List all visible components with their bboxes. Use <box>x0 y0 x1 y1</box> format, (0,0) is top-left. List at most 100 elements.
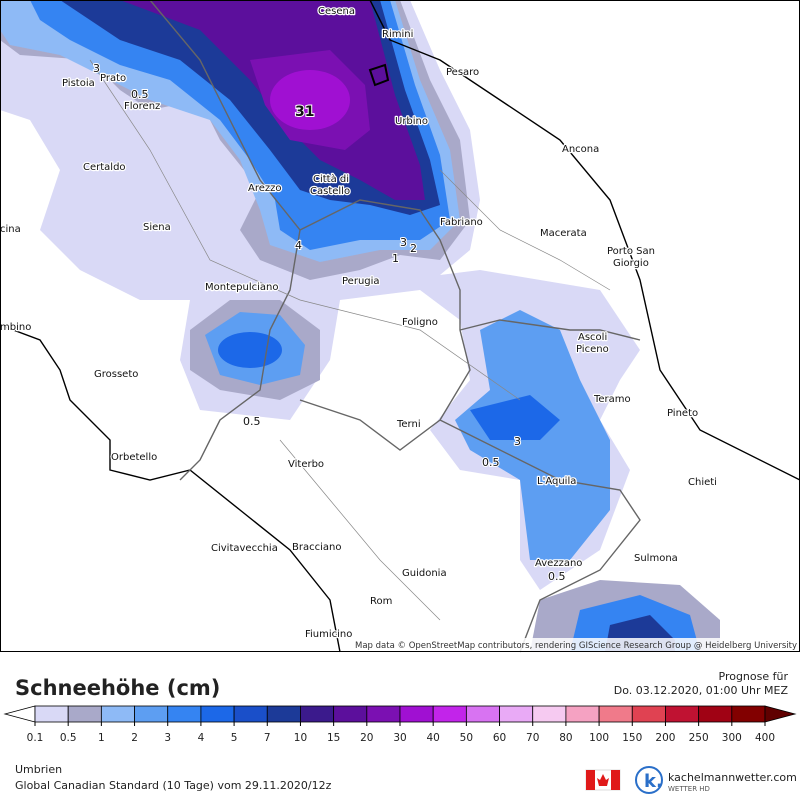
city-label: Guidonia <box>402 568 447 579</box>
brand-logo-letter: k. <box>644 771 663 792</box>
city-label: Ancona <box>562 144 599 155</box>
model-info: Global Canadian Standard (10 Tage) vom 2… <box>15 779 332 792</box>
city-label: L'Aquila <box>537 476 576 487</box>
city-label: Città di <box>313 173 349 185</box>
legend-tick-label: 400 <box>755 732 775 744</box>
legend-tick-label: 40 <box>426 732 439 744</box>
san-marino <box>368 63 390 87</box>
contour-label: 4 <box>295 239 302 252</box>
city-label: Pistoia <box>62 78 95 89</box>
legend-swatch <box>67 705 102 723</box>
city-label: Cesena <box>318 6 355 17</box>
legend-swatch <box>665 705 700 723</box>
legend-swatch <box>366 705 401 723</box>
legend-swatch <box>532 705 567 723</box>
city-label: Ascoli <box>578 332 607 343</box>
legend-swatch <box>731 705 766 723</box>
road <box>279 439 441 621</box>
legend-swatch <box>300 705 335 723</box>
contour-label: 3 <box>93 62 100 75</box>
legend-swatch <box>100 705 135 723</box>
brand-subtitle: WETTER HD <box>668 785 710 793</box>
city-label: Fabriano <box>440 217 483 228</box>
city-label: Sulmona <box>634 553 678 564</box>
brand-name: kachelmannwetter.com <box>668 771 797 784</box>
legend-tick-label: 60 <box>493 732 506 744</box>
legend-swatch <box>233 705 268 723</box>
legend-swatch <box>598 705 633 723</box>
legend-tick-label: 2 <box>131 732 138 744</box>
forecast-time: Do. 03.12.2020, 01:00 Uhr MEZ <box>614 684 789 697</box>
legend-swatch <box>631 705 666 723</box>
region-border <box>459 319 641 341</box>
contour-labels: 31 3 0.5 4 3 2 1 0.5 3 0.5 0.5 <box>92 61 567 584</box>
legend-swatch <box>565 705 600 723</box>
contour-label: 31 <box>295 104 314 120</box>
city-label: Urbino <box>395 116 428 127</box>
city-label: Prato <box>100 73 126 84</box>
legend-arrow <box>764 705 797 723</box>
legend-tick-label: 1 <box>98 732 105 744</box>
legend-tick-label: 50 <box>460 732 473 744</box>
city-label: Avezzano <box>535 558 582 569</box>
legend-tick-label: 3 <box>164 732 171 744</box>
legend-tick-label: 5 <box>231 732 238 744</box>
coastline <box>369 0 800 481</box>
legend-tick-label: 80 <box>559 732 572 744</box>
legend-tick-label: 100 <box>589 732 609 744</box>
map: Cesena Rimini Pesaro Prato Pistoia Flore… <box>0 0 800 653</box>
road <box>439 169 611 291</box>
city-label: Castello <box>310 186 350 197</box>
contour-label: 0.5 <box>548 570 566 583</box>
contour-label: 3 <box>514 435 521 448</box>
region-border <box>439 419 641 653</box>
city-label: Chieti <box>688 477 717 488</box>
legend-tick-label: 15 <box>327 732 340 744</box>
legend-swatch <box>266 705 301 723</box>
legend-swatch <box>134 705 169 723</box>
legend-tick-label: 7 <box>264 732 271 744</box>
contour-label: 0.5 <box>131 88 149 101</box>
legend-swatch <box>465 705 500 723</box>
legend-arrow <box>3 705 36 723</box>
region-name: Umbrien <box>15 763 62 776</box>
city-label: Certaldo <box>83 162 126 173</box>
legend-swatch <box>499 705 534 723</box>
brand-logo <box>635 766 663 794</box>
legend-swatch <box>698 705 733 723</box>
coastline <box>0 324 341 653</box>
city-label: cina <box>0 224 21 235</box>
snow-field <box>0 0 720 652</box>
city-label: Civitavecchia <box>211 543 278 554</box>
legend-tick-label: 0.1 <box>27 732 44 744</box>
contour-label: 3 <box>400 236 407 249</box>
legend-tick-label: 200 <box>655 732 675 744</box>
city-label: Macerata <box>540 228 587 239</box>
legend-swatch <box>399 705 434 723</box>
legend-swatch <box>167 705 202 723</box>
city-label: Foligno <box>402 317 438 328</box>
city-label: Montepulciano <box>205 282 278 293</box>
legend-swatch <box>432 705 467 723</box>
legend-tick-label: 0.5 <box>60 732 77 744</box>
city-label: Arezzo <box>248 183 282 194</box>
city-label: mbino <box>0 322 31 333</box>
canada-flag <box>585 769 621 791</box>
legend-tick-label: 20 <box>360 732 373 744</box>
legend-tick-label: 4 <box>198 732 205 744</box>
legend-tick-label: 30 <box>393 732 406 744</box>
legend-tick-label: 250 <box>689 732 709 744</box>
footer: Umbrien Global Canadian Standard (10 Tag… <box>15 763 797 794</box>
contour-label: 0.5 <box>482 456 500 469</box>
city-label: Bracciano <box>292 542 341 553</box>
legend-tick-label: 10 <box>294 732 307 744</box>
city-label: Perugia <box>342 276 380 287</box>
city-label: Piceno <box>576 344 609 355</box>
city-label: Fiumicino <box>305 629 352 640</box>
city-label: Pineto <box>667 408 698 419</box>
sea <box>395 0 800 470</box>
city-label: Terni <box>396 419 421 430</box>
forecast-label: Prognose für <box>719 670 789 683</box>
legend-tick-label: 300 <box>722 732 742 744</box>
region-border <box>149 0 301 481</box>
